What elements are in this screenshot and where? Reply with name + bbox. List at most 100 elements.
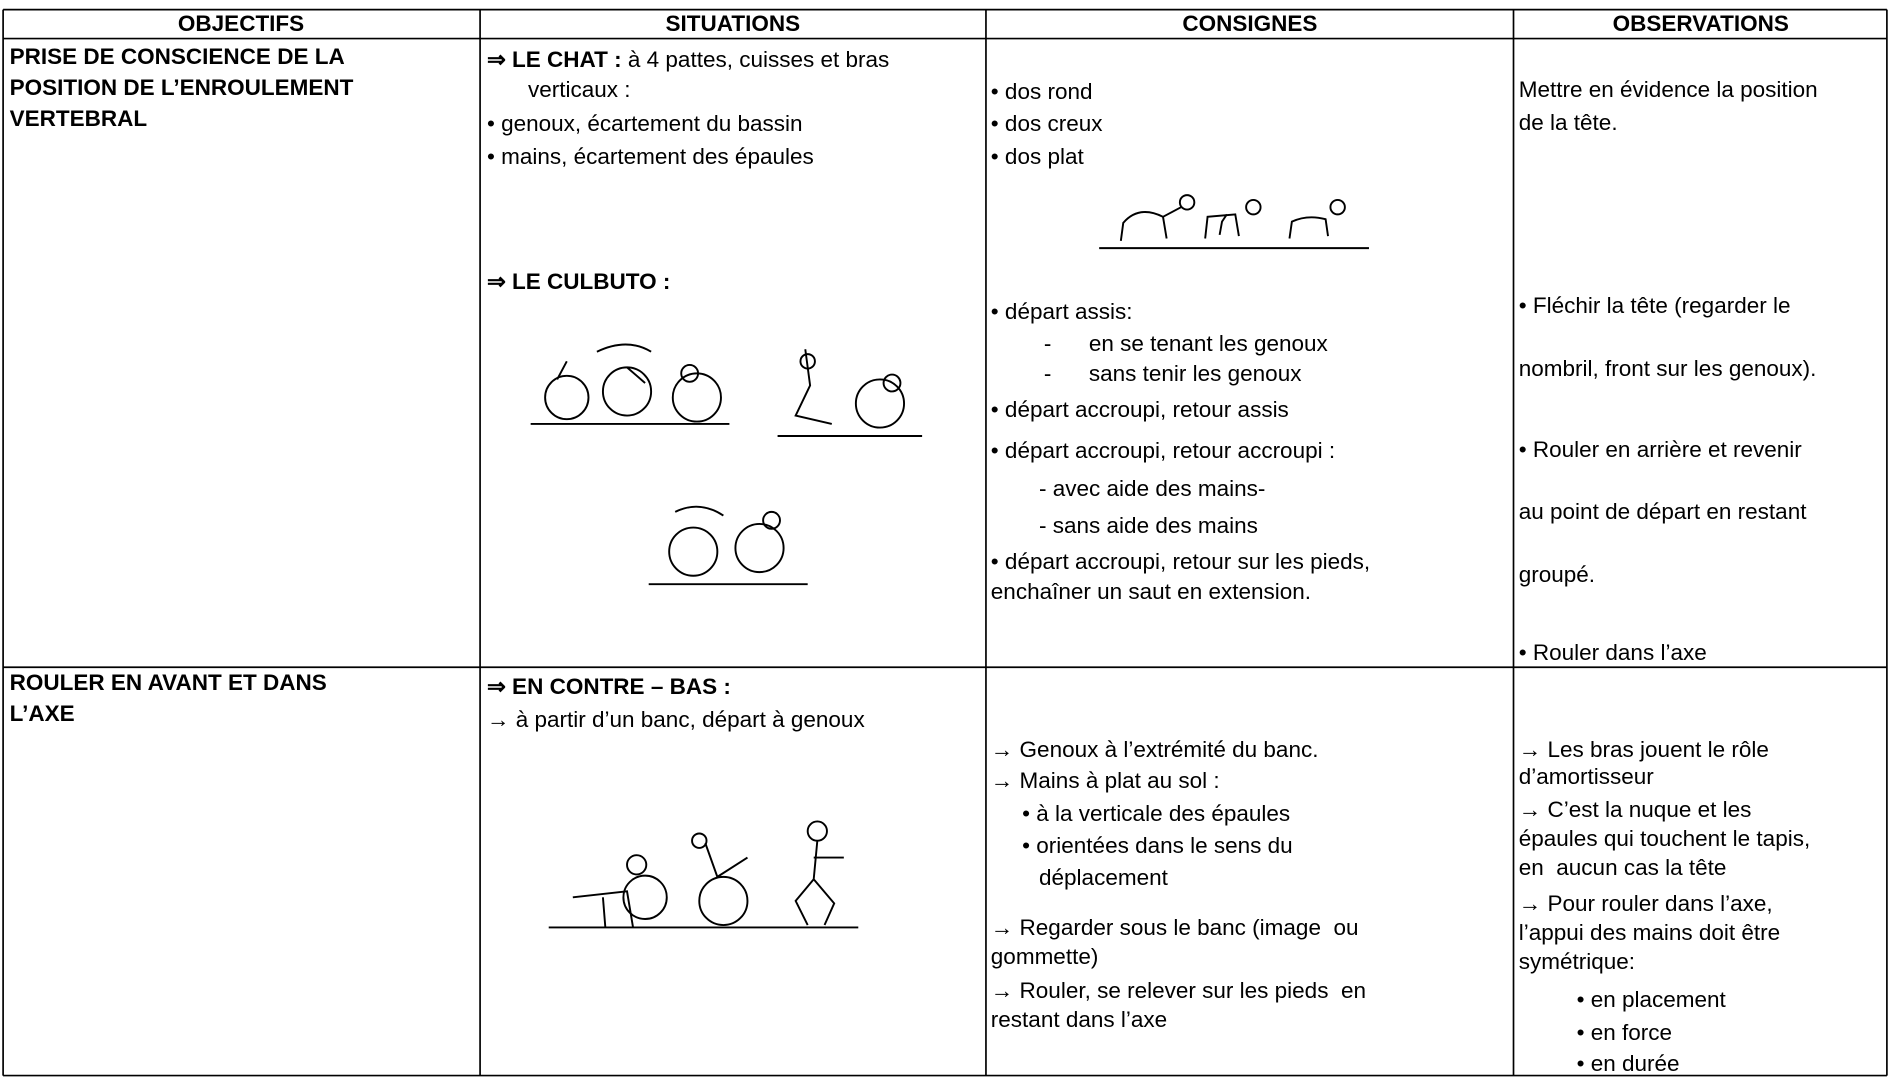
cell-line: → Regarder sous le banc (image ou [991,914,1359,942]
text: → à partir d’un banc, départ à genoux [486,706,865,732]
text: Mettre en évidence la position [1518,77,1818,103]
cell-line: • départ accroupi, retour sur les pieds, [991,548,1370,576]
text: gommette) [990,944,1099,970]
cell-line: → Mains à plat au sol : [991,767,1220,795]
text: • en placement [1576,987,1726,1013]
cell-line: POSITION DE L’ENROULEMENT [10,74,354,102]
bold-text: ROULER EN AVANT ET DANS [9,670,327,696]
cell-line: - sans tenir les genoux [1044,360,1302,388]
text: → Mains à plat au sol : [990,768,1220,794]
text: • Rouler en arrière et revenir [1518,436,1802,462]
cell-line: • départ accroupi, retour accroupi : [991,437,1335,465]
bold-text: VERTEBRAL [9,106,148,132]
bold-text: PRISE DE CONSCIENCE DE LA [9,43,345,69]
bold-text: POSITION DE L’ENROULEMENT [9,74,354,100]
cell-line: - en se tenant les genoux [1044,330,1328,358]
text: → Regarder sous le banc (image ou [990,915,1359,941]
column-header: SITUATIONS [665,11,801,37]
cell-line: en aucun cas la tête [1519,854,1727,882]
text: • départ accroupi, retour assis [990,396,1289,422]
cell-line: → Genoux à l’extrémité du banc. [991,736,1319,764]
text: épaules qui touchent le tapis, [1518,825,1811,851]
bold-text: L’AXE [9,700,75,726]
cell-line: • Rouler en arrière et revenir [1519,436,1802,464]
text: d’amortisseur [1518,764,1654,790]
column-header: OBSERVATIONS [1612,11,1789,37]
text: • genoux, écartement du bassin [486,111,803,137]
text: - avec aide des mains- [1039,476,1266,502]
text: • en force [1576,1019,1673,1045]
bold-text: ⇒ LE CULBUTO : [486,269,671,295]
text: verticaux : [527,77,631,103]
text: • départ assis: [990,299,1133,325]
cell-line: • dos rond [991,78,1093,106]
bold-text: ⇒ EN CONTRE – BAS : [486,674,731,700]
text: → Les bras jouent le rôle [1518,736,1769,762]
cell-line: ⇒ EN CONTRE – BAS : [487,673,731,701]
text: nombril, front sur les genoux). [1518,355,1817,381]
text: au point de départ en restant [1518,499,1807,525]
cell-line: • dos creux [991,110,1103,138]
cell-line: symétrique: [1519,948,1635,976]
text: - sans aide des mains [1039,512,1258,538]
text: groupé. [1518,561,1596,587]
text: • orientées dans le sens du [1022,833,1293,859]
text: l’appui des mains doit être [1518,919,1781,945]
text: • à la verticale des épaules [1022,800,1291,826]
sketch-contre-bas [548,820,859,929]
cell-line: → Rouler, se relever sur les pieds en [991,977,1366,1005]
text: restant dans l’axe [990,1006,1168,1032]
cell-line: ROULER EN AVANT ET DANS [10,669,327,697]
text: → Rouler, se relever sur les pieds en [990,977,1366,1003]
text: en aucun cas la tête [1518,854,1727,880]
text: à 4 pattes, cuisses et bras [627,47,890,73]
text: → C’est la nuque et les [1518,797,1752,822]
text: • Fléchir la tête (regarder le [1518,293,1791,319]
cell-line: groupé. [1519,561,1595,589]
cell-line: - avec aide des mains- [1039,475,1265,503]
text: • dos rond [990,78,1093,104]
sketch-culbuto [530,343,923,586]
column-header: OBJECTIFS [177,11,305,37]
cell-line: restant dans l’axe [991,1006,1167,1034]
cell-line: VERTEBRAL [10,105,148,133]
text: - en se tenant les genoux [1043,330,1328,356]
cell-line: - sans aide des mains [1039,512,1258,540]
cell-line: • Rouler dans l’axe [1519,639,1707,667]
text: - sans tenir les genoux [1043,360,1302,386]
cell-line: épaules qui touchent le tapis, [1519,825,1810,853]
cell-line: → Pour rouler dans l’axe, [1519,890,1773,918]
cell-line: ⇒ LE CHAT : à 4 pattes, cuisses et bras [487,46,889,74]
text: • dos creux [990,111,1103,137]
cell-line: → à partir d’un banc, départ à genoux [487,706,865,734]
text: • départ accroupi, retour sur les pieds, [990,548,1371,574]
cell-line: • genoux, écartement du bassin [487,110,803,138]
column-header: CONSIGNES [1182,11,1318,37]
cell-line: enchaîner un saut en extension. [991,578,1311,606]
cell-line: • en placement [1577,986,1726,1014]
cell-line: L’AXE [10,700,75,728]
cell-line: • en durée [1577,1050,1680,1078]
cell-line: Mettre en évidence la position [1519,76,1818,104]
cell-line: ⇒ LE CULBUTO : [487,268,670,296]
cell-line: → Les bras jouent le rôle [1519,736,1769,764]
cell-line: • départ assis: [991,298,1133,326]
cell-line: déplacement [1039,864,1168,892]
text: de la tête. [1518,109,1618,135]
text: • départ accroupi, retour accroupi : [990,437,1336,463]
cell-line: • en force [1577,1019,1672,1047]
borders [2,8,1888,1077]
cell-line: • Fléchir la tête (regarder le [1519,292,1791,320]
cell-line: nombril, front sur les genoux). [1519,355,1817,383]
cell-line: de la tête. [1519,109,1618,137]
cell-line: gommette) [991,943,1099,971]
text: enchaîner un saut en extension. [990,578,1312,604]
cell-line: • orientées dans le sens du [1022,832,1293,860]
text: • Rouler dans l’axe [1518,640,1707,666]
cell-line: • dos plat [991,143,1084,171]
sketch-chat [1099,194,1369,250]
